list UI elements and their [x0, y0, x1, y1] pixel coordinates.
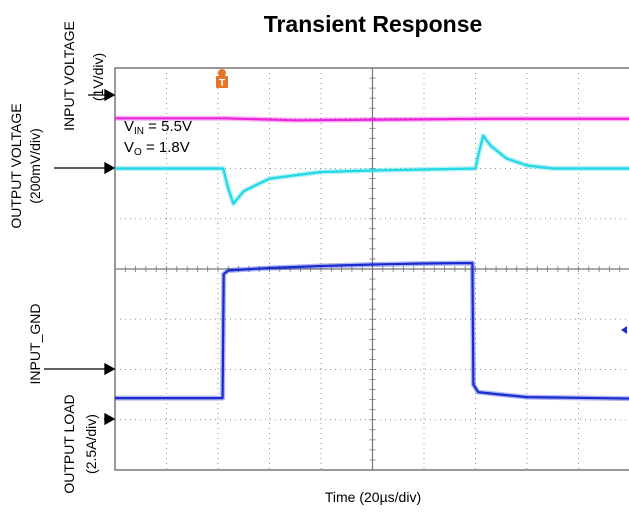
output-load-label: OUTPUT LOAD [61, 394, 77, 493]
trigger-label: T [219, 78, 225, 89]
input-voltage-label: INPUT VOLTAGE [61, 21, 77, 131]
input-gnd-arrow-icon [104, 362, 116, 376]
output-voltage-label: OUTPUT VOLTAGE [8, 103, 24, 228]
input-voltage-arrow-icon [104, 88, 116, 102]
trigger-box [216, 76, 228, 88]
trace-annotation: VIN = 5.5V VO = 1.8V [124, 118, 192, 158]
output-voltage-scale: (200mV/div) [27, 128, 43, 203]
plot-area [114, 67, 629, 471]
input-voltage-scale: (1V/div) [90, 53, 106, 101]
trigger-dot [218, 69, 226, 77]
channel-arrows [44, 88, 116, 426]
output-load-scale: (2.5A/div) [83, 414, 99, 474]
output-load-arrow-icon [104, 412, 116, 426]
vo-annotation: VO = 1.8V [124, 139, 190, 158]
output-voltage-trace [115, 134, 629, 205]
vin-annotation: VIN = 5.5V [124, 118, 192, 137]
output-load-trace [115, 261, 629, 400]
offscreen-marker-icon [621, 326, 627, 334]
output-voltage-arrow-icon [104, 161, 116, 175]
input-voltage-trace [115, 117, 629, 122]
traces [115, 115, 629, 402]
x-axis-label: Time (20µs/div) [325, 489, 421, 505]
trigger-marker: T [216, 69, 228, 89]
input-gnd-label: INPUT_GND [27, 304, 43, 385]
chart-title: Transient Response [264, 11, 483, 37]
channel-labels: INPUT VOLTAGE (1V/div) OUTPUT VOLTAGE (2… [8, 21, 106, 494]
